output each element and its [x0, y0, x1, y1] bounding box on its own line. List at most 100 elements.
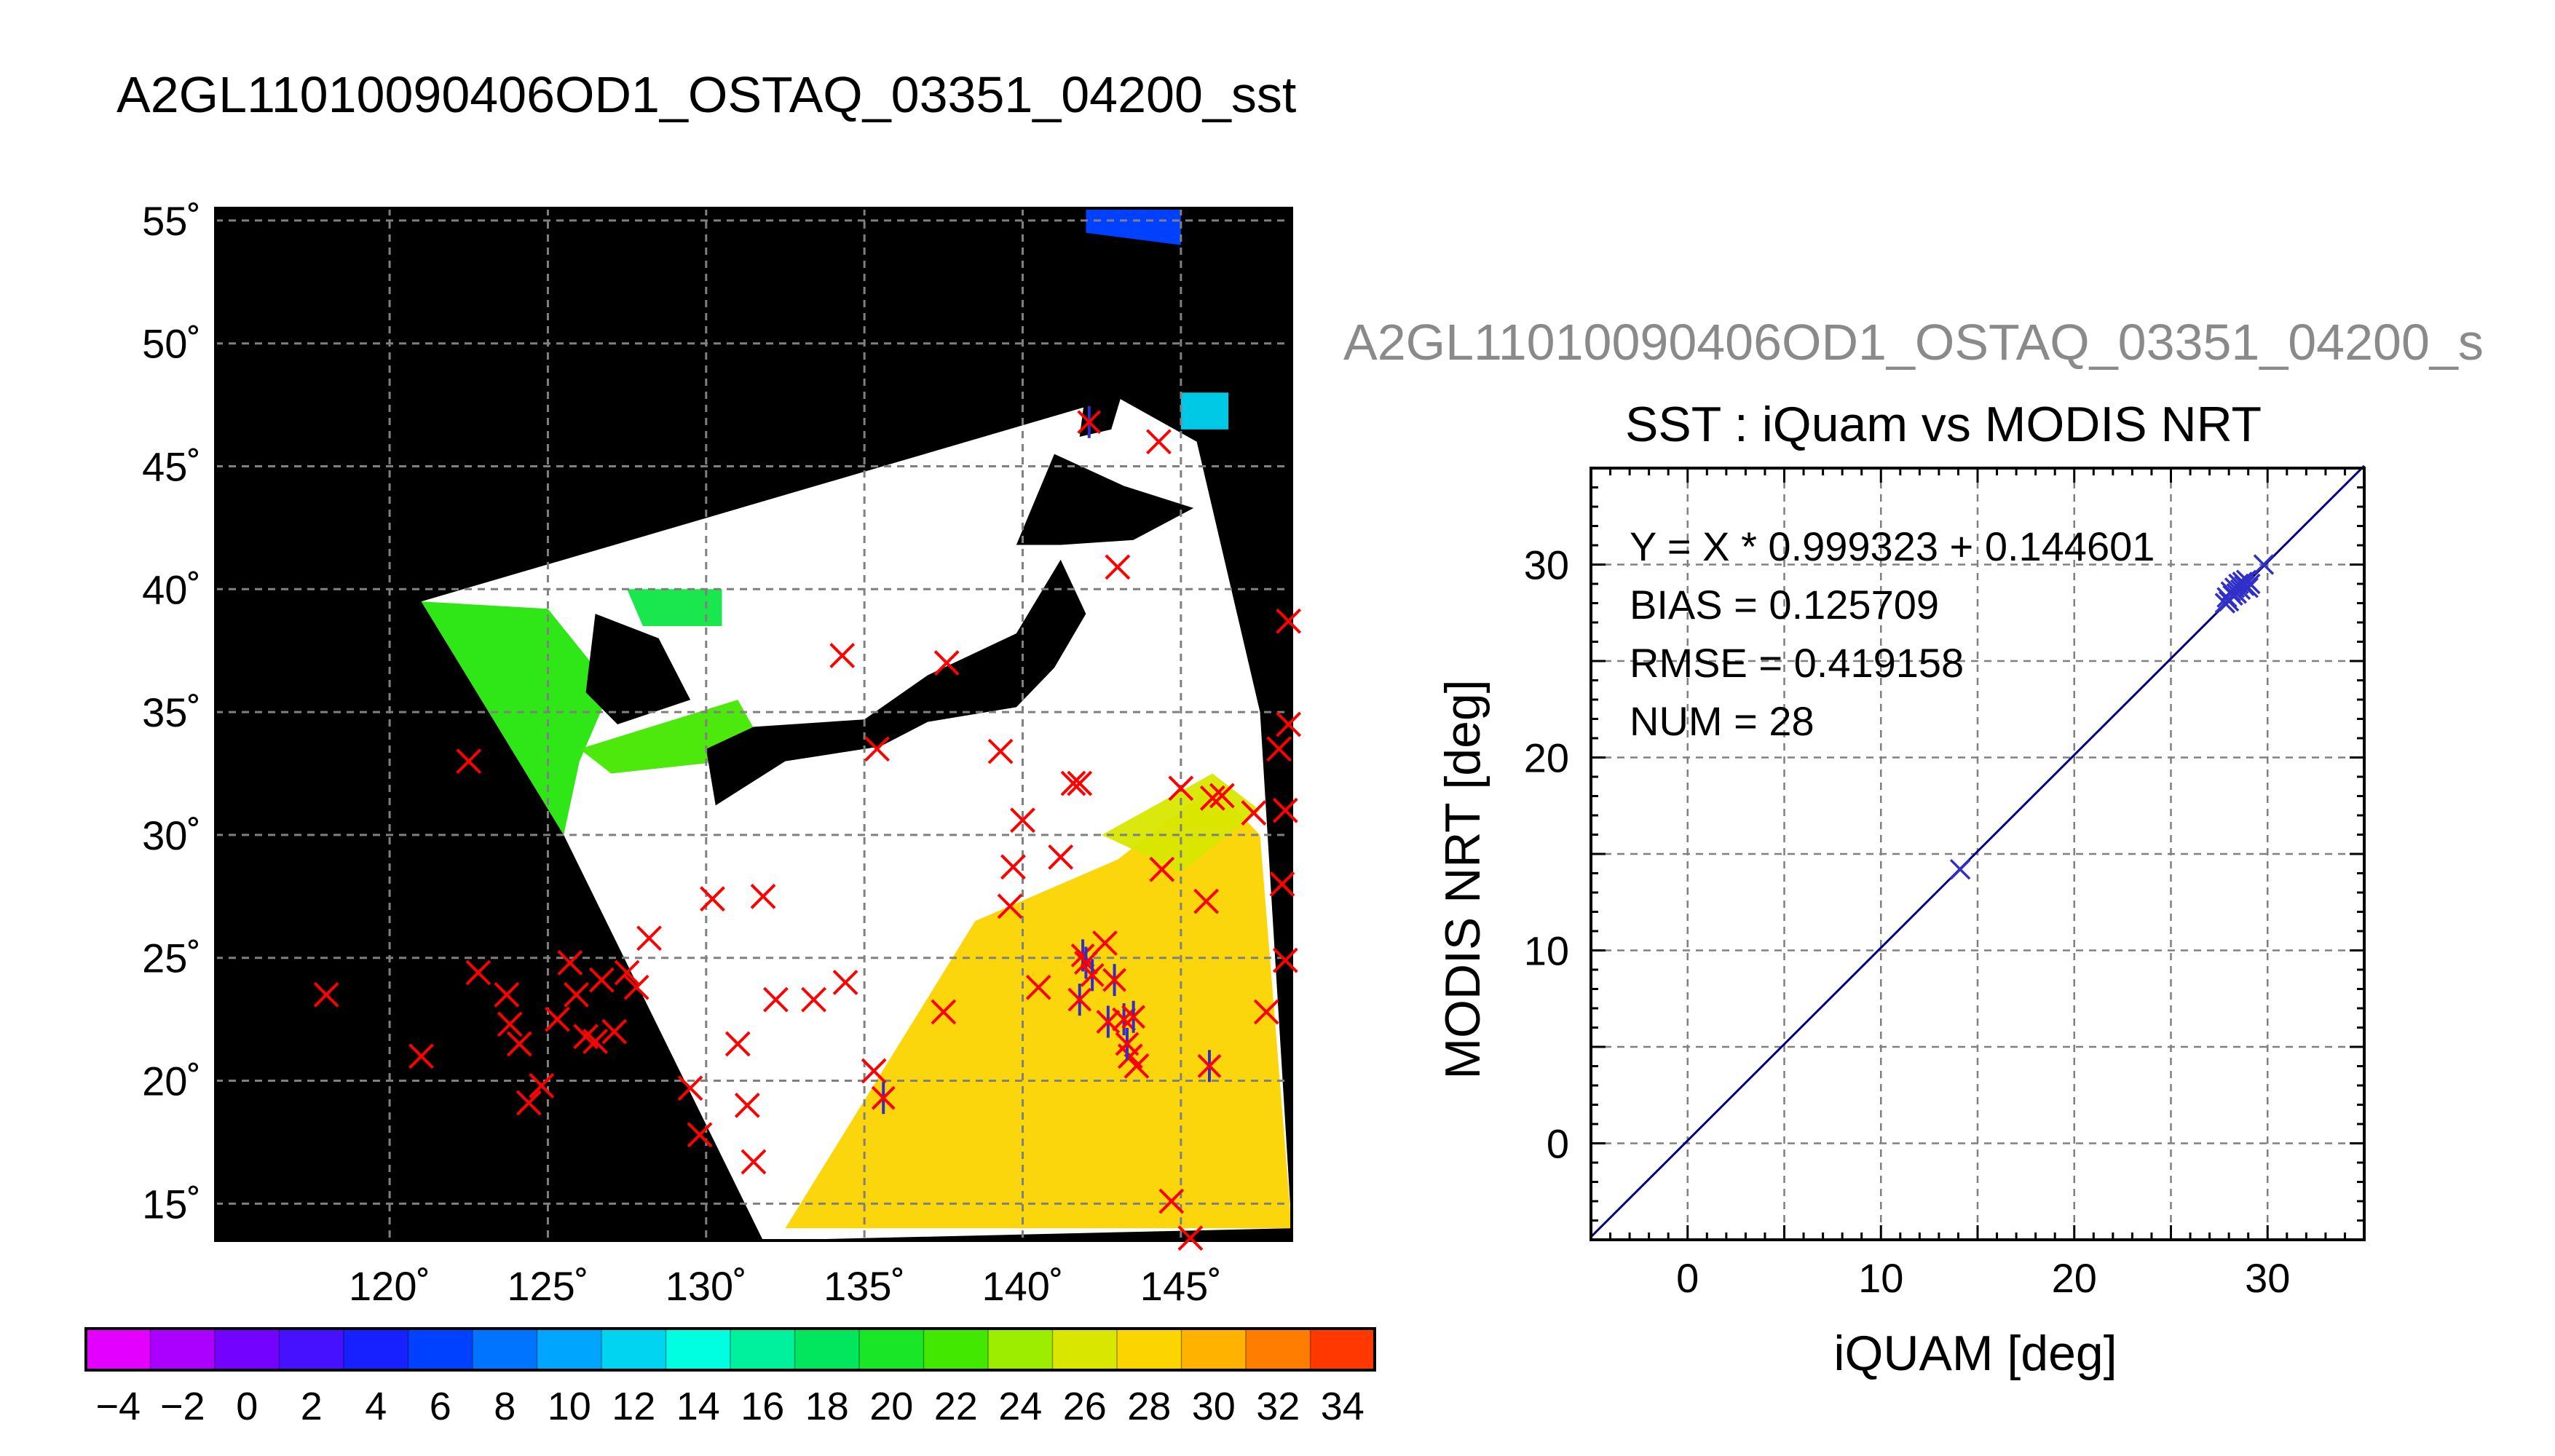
insitu-marker	[465, 960, 491, 986]
scatter-title: SST : iQuam vs MODIS NRT	[1625, 397, 2262, 452]
scatter-point	[2240, 573, 2261, 595]
colorbar-cell	[666, 1329, 731, 1370]
insitu-marker-stroke	[832, 970, 858, 995]
insitu-marker-stroke	[1158, 1188, 1185, 1214]
colorbar-tick-label: 34	[1321, 1385, 1365, 1428]
map-y-tick-label: 40˚	[142, 566, 201, 612]
matchup-marker-cross	[1102, 968, 1126, 992]
insitu-marker	[931, 999, 957, 1025]
colorbar-cell	[408, 1329, 473, 1370]
colorbar-tick-label: −4	[95, 1385, 141, 1428]
insitu-marker-stroke	[623, 974, 649, 1000]
insitu-marker-stroke	[1272, 947, 1298, 973]
insitu-marker-stroke	[741, 1149, 767, 1175]
insitu-marker-stroke	[801, 986, 827, 1013]
insitu-marker-stroke	[1010, 807, 1035, 834]
insitu-marker-stroke	[564, 981, 589, 1008]
scatter-point	[2253, 554, 2275, 575]
colorbar-tick-label: 26	[1063, 1385, 1107, 1428]
insitu-marker-stroke	[456, 748, 482, 775]
insitu-marker	[1060, 770, 1086, 796]
insitu-marker	[750, 883, 776, 909]
insitu-marker-stroke	[763, 986, 789, 1013]
insitu-marker	[1266, 736, 1292, 762]
colorbar-cell	[1117, 1329, 1182, 1370]
colorbar-tick-label: 16	[741, 1385, 784, 1428]
insitu-marker-stroke	[1177, 1225, 1204, 1251]
colorbar-tick-label: 28	[1127, 1385, 1171, 1428]
insitu-marker-stroke	[931, 999, 957, 1025]
map-x-tick-label: 130˚	[666, 1263, 747, 1309]
sst-map: 120˚ 125˚ 130˚ 135˚ 140˚ 145˚ 15˚ 20˚ 25˚ 30˚ 35˚ 4…	[142, 198, 1302, 1309]
colorbar-tick-label: 32	[1256, 1385, 1300, 1428]
colorbar-cell	[1310, 1329, 1375, 1370]
scatter-y-tick-label: 30	[1524, 542, 1569, 588]
insitu-marker-stroke	[494, 981, 520, 1008]
map-x-tick-label: 135˚	[824, 1263, 905, 1309]
insitu-marker-stroke	[1124, 1053, 1150, 1079]
insitu-marker-stroke	[1266, 736, 1292, 762]
insitu-marker-stroke	[313, 981, 339, 1008]
insitu-marker	[557, 950, 583, 976]
matchup-marker	[1077, 405, 1102, 438]
matchup-marker-cross	[1070, 943, 1095, 968]
insitu-marker-stroke	[1060, 770, 1086, 796]
matchup-marker	[1067, 984, 1092, 1016]
scatter-y-tick-label: 0	[1547, 1121, 1569, 1167]
colorbar-tick-label: 10	[548, 1385, 591, 1428]
matchup-marker-cross-stroke	[1077, 410, 1102, 435]
map-y-tick-label: 55˚	[142, 198, 201, 244]
insitu-marker	[545, 1006, 570, 1032]
insitu-marker-stroke	[933, 650, 960, 676]
scatter-y-tick-label: 20	[1524, 735, 1569, 781]
matchup-marker-cross-stroke	[1115, 1032, 1140, 1056]
matchup-marker-cross	[1115, 1032, 1140, 1056]
scatter-point	[2234, 575, 2255, 596]
insitu-marker	[623, 974, 649, 1000]
insitu-marker-stroke	[1241, 800, 1267, 826]
insitu-marker-stroke	[750, 883, 776, 909]
matchup-marker-cross	[1067, 987, 1092, 1012]
insitu-marker-stroke	[506, 1031, 532, 1057]
matchup-marker	[1102, 964, 1126, 997]
colorbar-cell	[730, 1329, 795, 1370]
colorbar-cell	[923, 1329, 989, 1370]
sst-region-japan-sea-west	[627, 589, 722, 626]
insitu-marker	[1105, 554, 1131, 580]
scatter-point	[2238, 577, 2259, 598]
insitu-marker-stroke	[724, 1031, 751, 1057]
matchup-marker-cross-stroke	[871, 1085, 896, 1110]
colorbar-tick-label: 6	[430, 1385, 451, 1428]
insitu-marker	[313, 981, 339, 1008]
matchup-marker-cross-stroke	[1121, 1005, 1146, 1029]
sst-region-yellow-sea	[421, 601, 612, 835]
insitu-marker	[861, 1058, 887, 1084]
matchup-marker-cross-stroke	[1067, 987, 1092, 1012]
insitu-marker-stroke	[1117, 1043, 1143, 1069]
map-x-tick-label: 140˚	[982, 1263, 1063, 1309]
insitu-marker-stroke	[1105, 554, 1131, 580]
matchup-marker	[1121, 1000, 1146, 1033]
insitu-marker	[1025, 974, 1051, 1000]
insitu-marker-stroke	[1149, 856, 1175, 882]
stats-line: Y = X * 0.999323 + 0.144601	[1630, 523, 2155, 569]
map-y-tick-label: 45˚	[142, 444, 201, 490]
map-y-tick-label: 50˚	[142, 321, 201, 367]
insitu-marker-stroke	[529, 1072, 555, 1099]
map-y-tick-label: 25˚	[142, 935, 201, 981]
insitu-marker-stroke	[734, 1092, 760, 1118]
insitu-marker	[1209, 783, 1235, 809]
insitu-marker	[1241, 800, 1267, 826]
insitu-marker	[724, 1031, 751, 1057]
insitu-marker-stroke	[829, 643, 856, 668]
matchup-marker-cross-stroke	[1112, 1007, 1137, 1032]
colorbar-cell	[859, 1329, 924, 1370]
insitu-marker-stroke	[545, 1006, 570, 1032]
insitu-marker	[1276, 608, 1302, 634]
insitu-marker-stroke	[516, 1090, 542, 1116]
insitu-marker	[564, 981, 589, 1008]
insitu-marker	[516, 1090, 542, 1116]
colorbar-frame	[84, 1327, 1376, 1372]
colorbar-cell	[794, 1329, 860, 1370]
insitu-marker	[987, 738, 1014, 764]
